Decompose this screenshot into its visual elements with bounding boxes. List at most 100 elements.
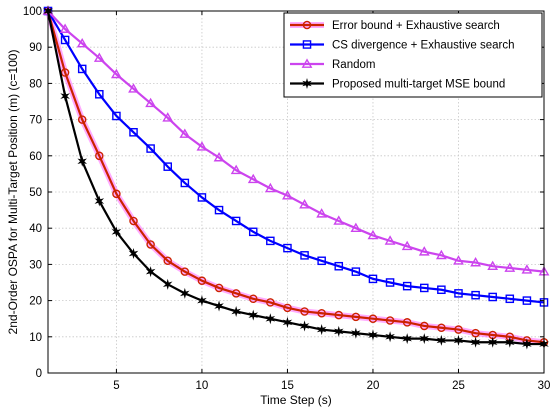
data-point-marker xyxy=(316,208,328,218)
data-point-marker xyxy=(402,333,412,345)
data-point-marker xyxy=(522,296,532,305)
data-point-marker xyxy=(163,256,172,266)
data-point-marker xyxy=(77,155,87,167)
legend-label: Proposed multi-target MSE bound xyxy=(332,79,505,91)
data-point-marker xyxy=(402,281,412,291)
x-tick-label: 20 xyxy=(367,380,380,392)
data-point-marker xyxy=(301,58,313,68)
data-point-marker xyxy=(333,325,344,337)
data-point-marker xyxy=(94,195,105,207)
data-point-marker xyxy=(420,321,429,331)
data-point-marker xyxy=(385,278,395,287)
data-point-marker xyxy=(196,141,208,151)
series-1 xyxy=(43,6,549,307)
data-point-marker xyxy=(368,329,378,341)
series-line xyxy=(47,10,545,304)
x-tick-label: 15 xyxy=(281,380,294,392)
data-point-marker xyxy=(93,52,105,62)
data-point-marker xyxy=(334,261,344,271)
data-point-marker xyxy=(95,89,104,99)
data-point-marker xyxy=(128,248,139,260)
data-point-marker xyxy=(248,294,258,304)
data-point-marker xyxy=(334,310,344,320)
data-point-marker xyxy=(60,90,70,102)
y-tick-label: 70 xyxy=(29,115,42,127)
data-point-marker xyxy=(180,287,190,299)
data-point-marker xyxy=(77,115,87,124)
data-point-marker xyxy=(230,164,242,175)
legend-label: Random xyxy=(332,59,375,71)
data-point-marker xyxy=(316,324,327,336)
y-axis-label: 2nd-Order OSPA for Multi-Target Position… xyxy=(6,50,20,335)
data-point-marker xyxy=(351,327,361,339)
data-point-marker xyxy=(179,128,191,138)
data-point-marker xyxy=(454,289,463,298)
data-point-marker xyxy=(454,325,463,334)
data-point-marker xyxy=(197,295,207,307)
data-point-marker xyxy=(419,333,430,345)
data-point-marker xyxy=(420,283,429,293)
data-point-marker xyxy=(367,229,379,240)
data-point-marker xyxy=(112,111,121,121)
data-point-marker xyxy=(470,336,481,348)
data-point-marker xyxy=(282,316,293,328)
data-point-marker xyxy=(302,20,312,30)
data-point-marker xyxy=(299,199,310,209)
data-point-marker xyxy=(163,162,172,171)
y-tick-label: 40 xyxy=(29,223,42,235)
data-point-marker xyxy=(95,151,104,161)
data-point-marker xyxy=(282,190,293,200)
data-point-marker xyxy=(197,193,207,202)
data-point-marker xyxy=(265,313,276,325)
data-point-marker xyxy=(401,240,413,251)
data-point-marker xyxy=(453,334,464,346)
y-tick-label: 30 xyxy=(29,259,42,271)
data-point-marker xyxy=(248,309,259,321)
data-point-marker xyxy=(436,334,447,346)
y-tick-label: 80 xyxy=(29,78,42,90)
data-point-marker xyxy=(487,336,498,348)
data-point-marker xyxy=(59,23,71,33)
data-point-marker xyxy=(266,236,275,246)
axis-ticks: 5 10 15 20 25 30 0 10 20 30 40 50 60 70 80 90 100 xyxy=(23,6,550,392)
data-point-marker xyxy=(351,267,361,276)
series-line xyxy=(46,10,544,346)
y-tick-label: 60 xyxy=(29,151,42,163)
legend-entry: Error bound + Exhaustive search xyxy=(290,20,500,32)
legend-label: Error bound + Exhaustive search xyxy=(332,20,500,32)
legend: Error bound + Exhaustive search CS diverg… xyxy=(283,12,543,98)
data-point-marker xyxy=(384,235,396,245)
legend-label: CS divergence + Exhaustive search xyxy=(332,40,515,52)
data-point-marker xyxy=(214,300,224,312)
data-point-marker xyxy=(317,308,326,318)
x-axis-label: Time Step (s) xyxy=(260,393,332,407)
data-point-marker xyxy=(368,274,378,284)
data-point-marker xyxy=(129,216,138,226)
y-tick-label: 0 xyxy=(36,368,42,380)
data-point-marker xyxy=(333,215,345,225)
data-point-marker xyxy=(471,290,480,300)
data-point-marker xyxy=(350,222,362,233)
legend-entry: CS divergence + Exhaustive search xyxy=(290,40,515,52)
series-layer xyxy=(42,5,550,350)
data-point-marker xyxy=(300,251,309,260)
data-point-marker xyxy=(180,267,190,276)
x-tick-label: 5 xyxy=(113,380,119,392)
legend-entry: Proposed multi-target MSE bound xyxy=(290,77,505,91)
data-point-marker xyxy=(302,40,312,49)
data-point-marker xyxy=(317,256,326,266)
data-point-marker xyxy=(522,338,532,350)
data-point-marker xyxy=(128,83,139,93)
x-tick-label: 10 xyxy=(196,380,209,392)
data-point-marker xyxy=(283,243,292,253)
data-point-marker xyxy=(351,312,361,322)
x-tick-label: 30 xyxy=(538,380,550,392)
y-tick-label: 10 xyxy=(29,332,42,344)
data-point-marker xyxy=(385,331,395,343)
data-point-marker xyxy=(197,276,207,285)
data-point-marker xyxy=(214,283,224,293)
data-point-marker xyxy=(180,178,190,188)
data-point-marker xyxy=(505,336,515,348)
data-point-marker xyxy=(505,294,515,304)
